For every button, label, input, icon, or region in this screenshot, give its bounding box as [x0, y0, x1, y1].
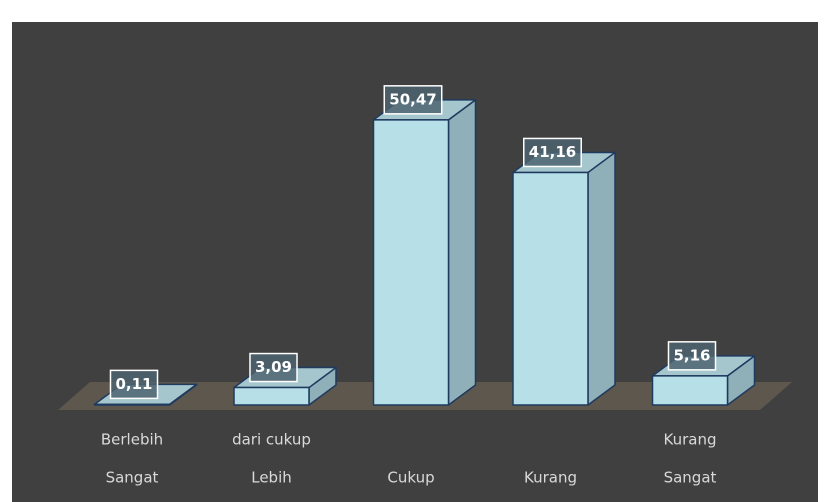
x-tick-label: Berlebih — [101, 431, 163, 449]
bar — [372, 119, 450, 406]
x-tick-label: Kurang — [524, 469, 577, 487]
value-label-box — [667, 341, 717, 371]
value-label-box — [383, 85, 443, 115]
bar — [651, 375, 729, 406]
x-tick-label: dari cukup — [232, 431, 311, 449]
bar-side — [587, 151, 616, 406]
bar — [512, 171, 589, 406]
x-tick-label: Cukup — [387, 469, 434, 487]
value-label-box — [523, 137, 582, 168]
x-tick-label: Kurang — [664, 431, 717, 449]
value-label: 5,16 — [673, 346, 710, 364]
value-label: 0,11 — [115, 375, 152, 393]
bar-side — [447, 99, 477, 406]
value-label: 41,16 — [529, 143, 576, 161]
bar — [233, 386, 310, 406]
value-label: 50,47 — [389, 90, 436, 108]
value-label-box — [109, 369, 159, 400]
bar — [93, 403, 171, 406]
value-label-box — [249, 352, 298, 383]
value-label: 3,09 — [255, 358, 292, 376]
x-tick-label: Sangat — [106, 469, 159, 487]
x-tick-label: Lebih — [251, 469, 292, 487]
x-tick-label: Sangat — [664, 469, 717, 487]
